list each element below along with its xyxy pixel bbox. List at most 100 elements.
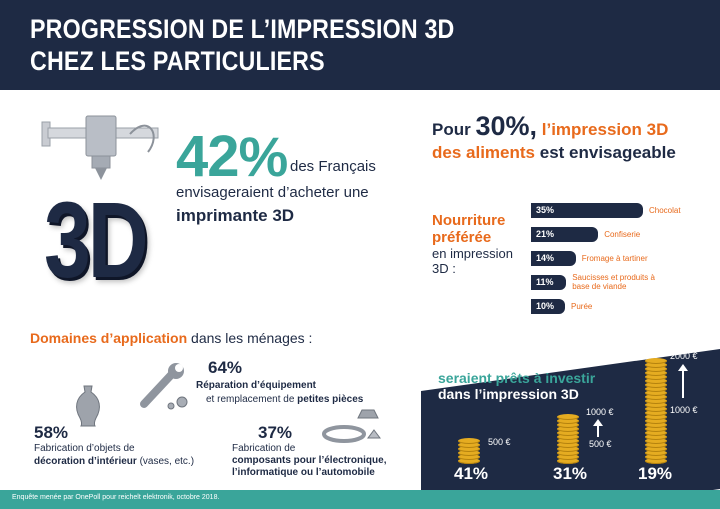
coin-stack-2-coin <box>557 418 579 424</box>
domain-58-line-2-bold: décoration d’intérieur <box>34 456 137 467</box>
coin-stack-1-coin <box>458 446 480 452</box>
food-bar-label: Fromage à tartiner <box>581 254 648 263</box>
footer-source: Enquête menée par OnePoll pour reichelt … <box>12 494 220 501</box>
coin-stack-3-coin <box>645 422 667 428</box>
footer: Enquête menée par OnePoll pour reichelt … <box>0 490 720 509</box>
coin-stack-3-coin <box>645 430 667 436</box>
hero-percent-value: 42 <box>176 124 240 189</box>
coin-stack-2-coin <box>557 426 579 432</box>
coin-stack-3-coin <box>645 450 667 456</box>
coin-stack-3-coin <box>645 402 667 408</box>
domain-64-percent: 64% <box>208 358 243 377</box>
coin-stack-2-coin <box>557 438 579 444</box>
coin-stack-3-coin <box>645 394 667 400</box>
coin-stack-3-coin <box>645 362 667 368</box>
coin-stack-3-coin <box>645 406 667 412</box>
domain-58-line-1: Fabrication d’objets de <box>34 443 135 454</box>
stack-3-label-bottom: 1000 € <box>670 405 698 415</box>
coin-stack-1-coin <box>458 438 480 444</box>
hero-percent: 42% <box>176 125 289 188</box>
food-subtitle: en impression 3D : <box>432 246 513 276</box>
stack-3-percent: 19% <box>638 464 673 483</box>
domains-heading: Domaines d’application dans les ménages … <box>30 330 312 346</box>
stack-3-label-top: 2000 € <box>670 351 698 361</box>
hero-text-1: des Français <box>290 158 376 175</box>
food-rest: est envisageable <box>539 143 676 162</box>
coin-stack-2-coin <box>557 446 579 452</box>
investment-title-3: dans l’impression 3D <box>438 386 579 402</box>
domain-58-percent: 58% <box>34 423 69 442</box>
food-percent: 30%, <box>475 111 538 141</box>
coin-stack-3-coin <box>645 366 667 372</box>
coin-stack-3-coin <box>645 386 667 392</box>
coin-stack-3-coin <box>645 446 667 452</box>
page-title-line-1: PROGRESSION DE L’IMPRESSION 3D <box>30 14 455 44</box>
coin-stack-2-coin <box>557 442 579 448</box>
coin-stack-3-coin <box>645 438 667 444</box>
coin-stack-1-coin <box>458 454 480 460</box>
coin-stack-3-coin <box>645 382 667 388</box>
domain-37-text: Fabrication de composants pour l’électro… <box>232 443 386 479</box>
investment-title-2: seraient prêts à investir <box>438 370 596 386</box>
stack-2-label-top: 1000 € <box>586 407 614 417</box>
coin-stack-2-coin <box>557 454 579 460</box>
coin-stack-2-coin <box>557 430 579 436</box>
domain-64-line-2: et remplacement de <box>206 394 295 405</box>
food-bar-label: Purée <box>571 302 593 311</box>
hero-text-3: imprimante 3D <box>176 206 295 225</box>
domain-64-line-2-bold: petites pièces <box>297 394 364 405</box>
hero-percent-sign: % <box>238 125 289 188</box>
food-subtitle-3: en impression <box>432 246 513 261</box>
components-icon <box>322 409 381 443</box>
domain-64-line-1: Réparation d’équipement <box>196 380 317 391</box>
stack-2-label-bottom: 500 € <box>589 439 612 449</box>
food-subtitle-4: 3D : <box>432 261 456 276</box>
food-headline: Pour 30%, l’impression 3D des aliments e… <box>432 113 676 164</box>
food-subtitle-1: Nourriture <box>432 212 506 229</box>
coin-stack-3-coin <box>645 418 667 424</box>
coin-stack-2-coin <box>557 422 579 428</box>
investment-title: Les Français seraient prêts à investir d… <box>438 354 595 402</box>
stack-3-arrow-icon <box>678 364 688 398</box>
vase-icon <box>76 385 100 427</box>
coin-stack-1-coin <box>458 450 480 456</box>
stack-2-arrow-icon <box>593 419 603 437</box>
stack-2-percent: 31% <box>553 464 588 483</box>
coin-stack-2-coin <box>557 434 579 440</box>
domain-37-line-1: Fabrication de <box>232 443 296 454</box>
coin-stack-3-coin <box>645 414 667 420</box>
wrench-icon <box>140 363 188 410</box>
food-bar-label: Confiserie <box>604 230 641 239</box>
3d-logo-text: 3D <box>44 179 149 300</box>
coin-stack-2-coin <box>557 458 579 464</box>
coin-stack-1-coin <box>458 458 480 464</box>
domain-37-percent: 37% <box>258 423 293 442</box>
coin-stack-3-coin <box>645 398 667 404</box>
food-bar: 21% <box>531 227 599 242</box>
header-banner: PROGRESSION DE L’IMPRESSION 3D CHEZ LES … <box>0 0 720 90</box>
food-bar: 10% <box>531 299 565 314</box>
domain-58-text: Fabrication d’objets de décoration d’int… <box>34 442 194 468</box>
food-bar-label: Saucisses et produits à base de viande <box>572 273 655 291</box>
food-subtitle-2: préférée <box>432 229 492 246</box>
coin-stack-3-coin <box>645 434 667 440</box>
investment-title-1: Les Français <box>438 354 524 370</box>
domains-heading-orange: Domaines d’application <box>30 330 188 346</box>
food-orange-1: l’impression 3D <box>541 120 669 139</box>
food-bar-label: Chocolat <box>649 206 681 215</box>
hero-text-2: envisageraient d’acheter une <box>176 184 369 201</box>
3d-printer-icon <box>41 115 159 180</box>
coin-stack-3-coin <box>645 374 667 380</box>
domain-37-line-3: l’informatique ou l’automobile <box>232 467 375 478</box>
domains-heading-rest: dans les ménages : <box>191 330 313 346</box>
food-pour: Pour <box>432 120 471 139</box>
domain-58-line-2: (vases, etc.) <box>139 456 195 467</box>
page-title-line-2: CHEZ LES PARTICULIERS <box>30 46 325 76</box>
coin-stack-3-coin <box>645 454 667 460</box>
domain-64-text: Réparation d’équipement et remplacement … <box>196 379 363 407</box>
coin-stack-3-coin <box>645 378 667 384</box>
coin-stack-3-coin <box>645 358 667 364</box>
coin-stack-3-coin <box>645 370 667 376</box>
coin-stack-3-coin <box>645 442 667 448</box>
food-bar: 35% <box>531 203 643 218</box>
